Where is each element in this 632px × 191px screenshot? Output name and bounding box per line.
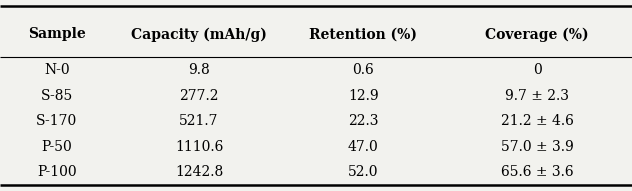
- Text: 21.2 ± 4.6: 21.2 ± 4.6: [501, 114, 574, 128]
- Text: 0: 0: [533, 63, 542, 77]
- Text: 9.8: 9.8: [188, 63, 210, 77]
- Text: S-170: S-170: [36, 114, 78, 128]
- Text: 22.3: 22.3: [348, 114, 379, 128]
- Text: 65.6 ± 3.6: 65.6 ± 3.6: [501, 165, 573, 180]
- Text: 57.0 ± 3.9: 57.0 ± 3.9: [501, 140, 574, 154]
- Text: 47.0: 47.0: [348, 140, 379, 154]
- Text: 12.9: 12.9: [348, 89, 379, 103]
- Text: N-0: N-0: [44, 63, 70, 77]
- Text: 52.0: 52.0: [348, 165, 379, 180]
- Text: 1110.6: 1110.6: [175, 140, 223, 154]
- Text: Sample: Sample: [28, 27, 86, 41]
- Text: Capacity (mAh/g): Capacity (mAh/g): [131, 27, 267, 42]
- Text: 521.7: 521.7: [179, 114, 219, 128]
- Text: 1242.8: 1242.8: [175, 165, 223, 180]
- Text: S-85: S-85: [40, 89, 73, 103]
- Text: 9.7 ± 2.3: 9.7 ± 2.3: [505, 89, 569, 103]
- Text: P-100: P-100: [37, 165, 76, 180]
- Text: P-50: P-50: [42, 140, 72, 154]
- Text: Retention (%): Retention (%): [310, 27, 417, 41]
- Text: 277.2: 277.2: [179, 89, 219, 103]
- Text: 0.6: 0.6: [353, 63, 374, 77]
- Text: Coverage (%): Coverage (%): [485, 27, 589, 42]
